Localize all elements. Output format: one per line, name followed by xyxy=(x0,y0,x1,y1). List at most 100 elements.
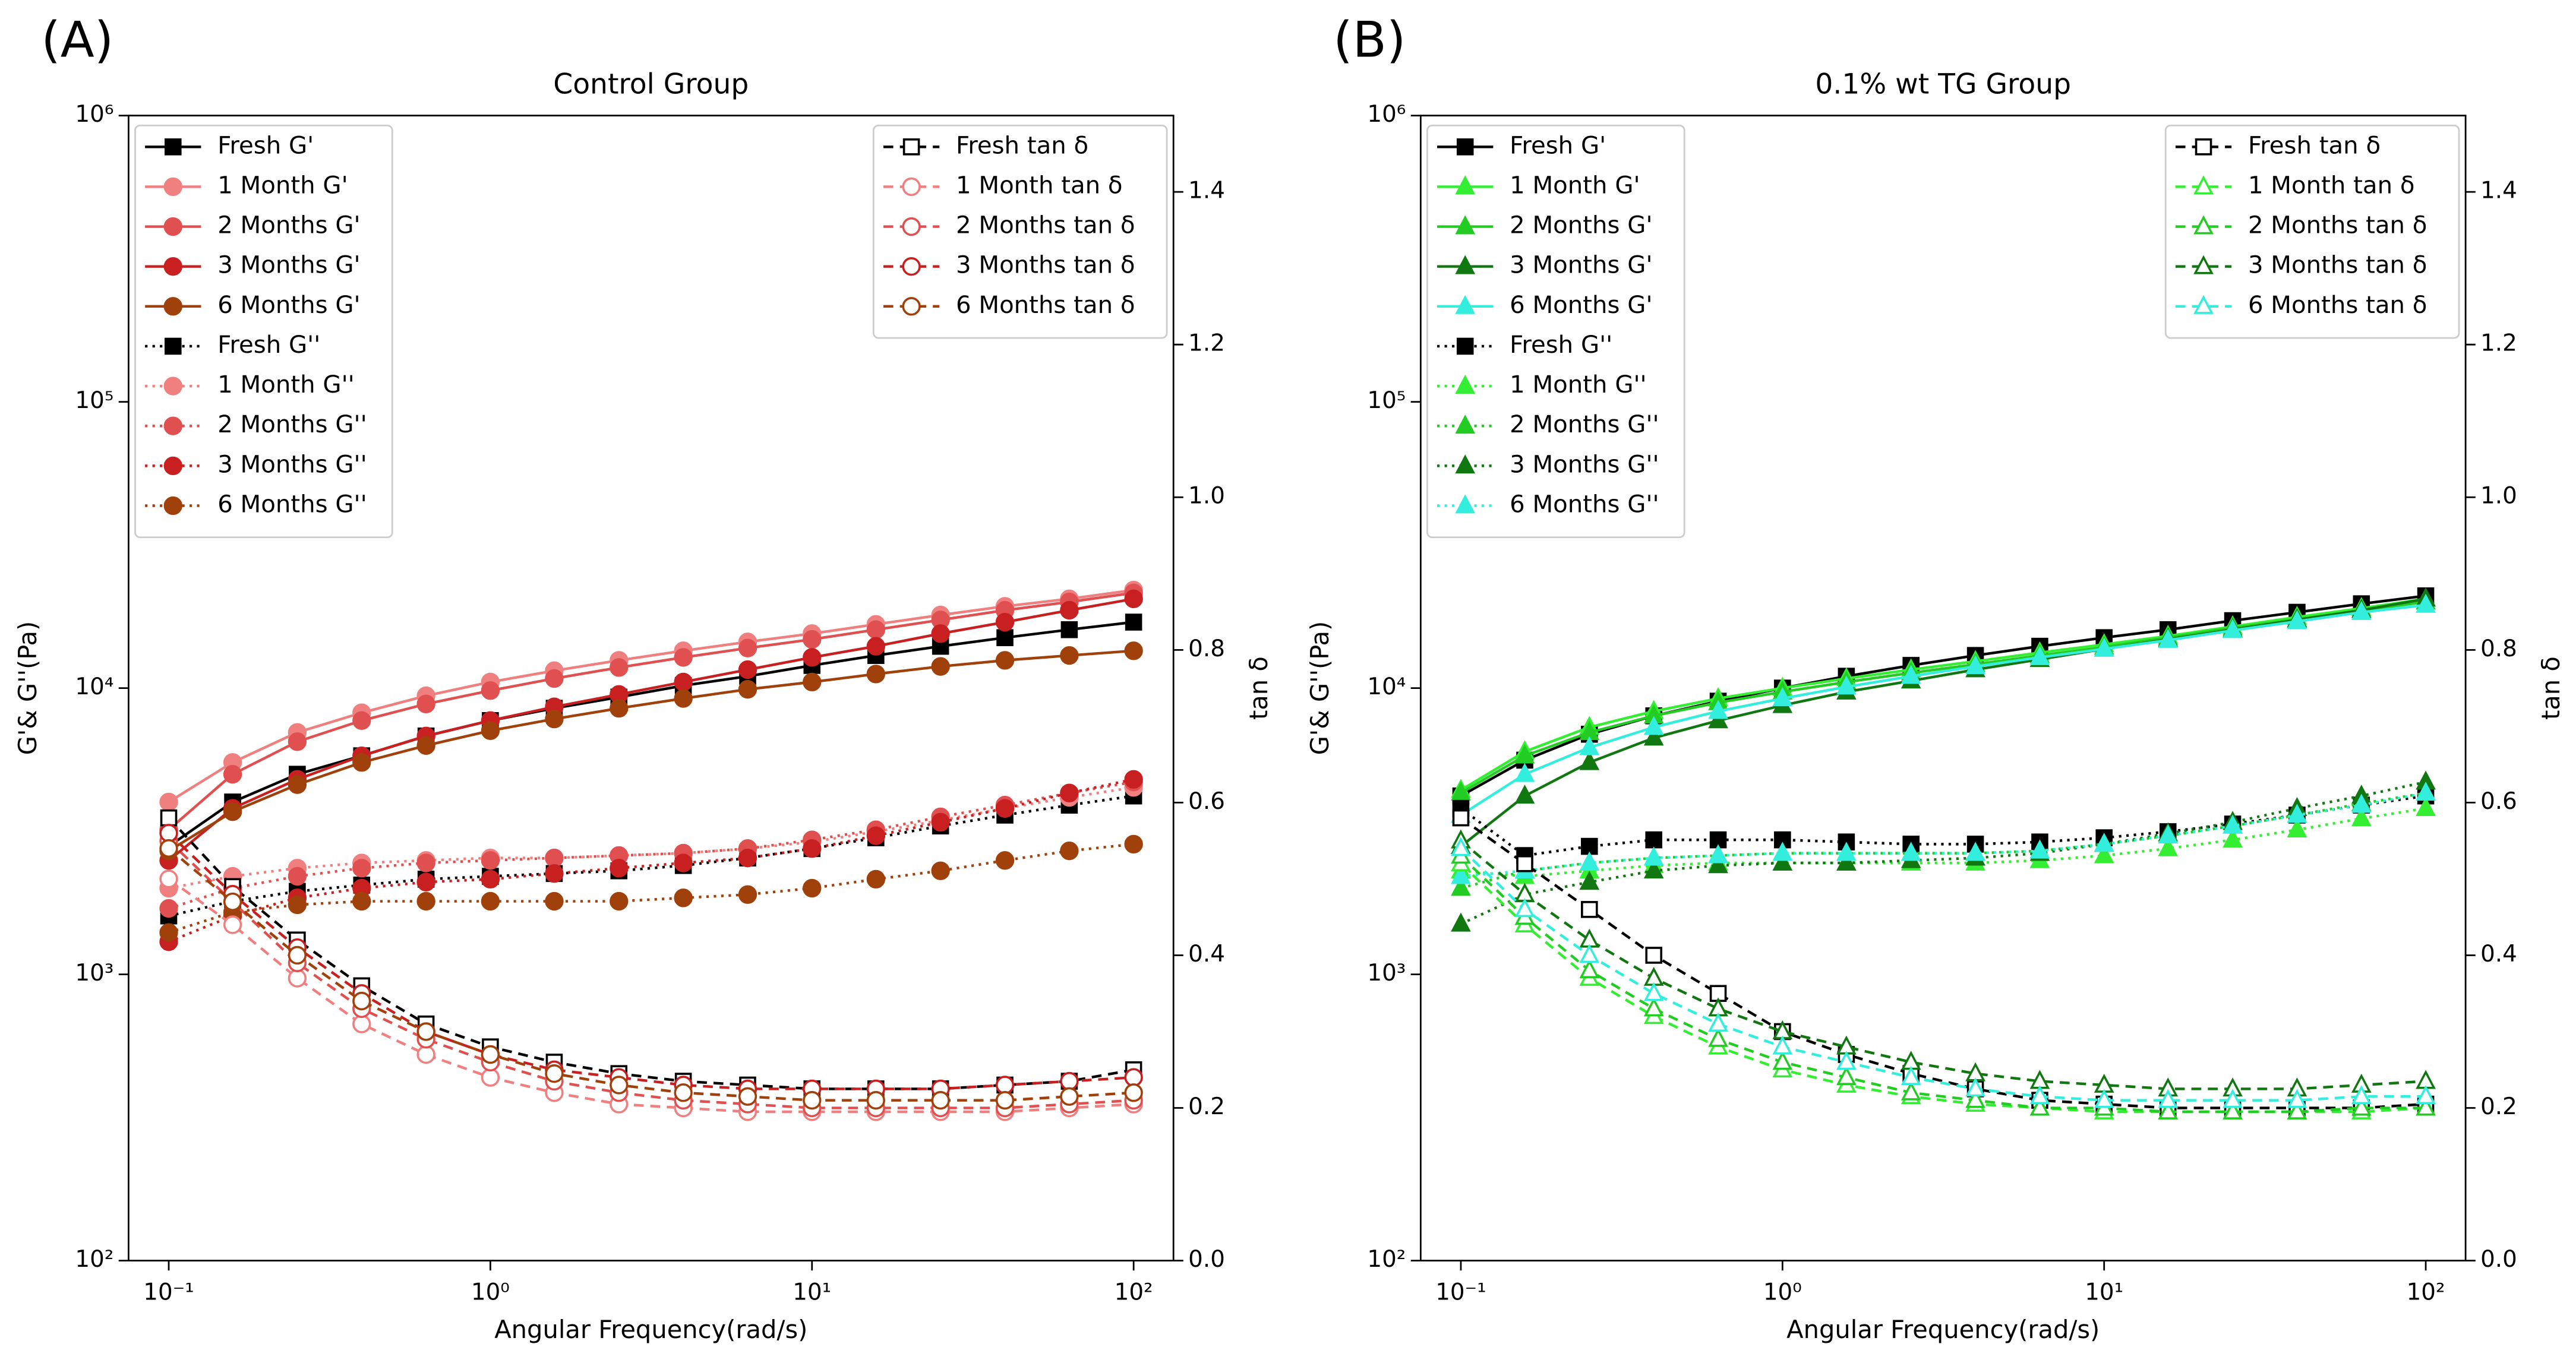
marker xyxy=(288,732,307,751)
legend-label: 2 Months G'' xyxy=(1510,411,1659,438)
marker xyxy=(1581,901,1598,918)
series-line xyxy=(1460,847,2426,1102)
y2-axis-label: tan δ xyxy=(1244,656,1273,720)
marker xyxy=(2094,833,2114,852)
legend-label: 3 Months G'' xyxy=(217,451,367,478)
series-line xyxy=(1460,594,2426,798)
y2-tick-label: 0.6 xyxy=(1188,788,1225,815)
marker xyxy=(352,991,371,1011)
marker xyxy=(1579,751,1600,770)
y-tick-label: 10⁶ xyxy=(75,101,113,128)
marker xyxy=(288,895,307,915)
marker xyxy=(610,1076,629,1095)
legend-marker xyxy=(163,416,182,435)
marker xyxy=(995,612,1015,632)
marker xyxy=(1643,982,1664,1001)
marker xyxy=(674,1083,693,1102)
marker xyxy=(416,891,435,911)
marker xyxy=(866,620,885,639)
marker xyxy=(2416,1096,2436,1116)
marker xyxy=(931,624,950,643)
marker xyxy=(1060,783,1079,802)
legend-marker xyxy=(1455,255,1476,274)
marker xyxy=(995,1076,1015,1095)
marker xyxy=(866,826,885,845)
series-line xyxy=(1460,855,2426,1114)
x-tick-label: 10² xyxy=(2407,1279,2445,1306)
legend-label: 3 Months G'' xyxy=(1510,451,1659,478)
marker xyxy=(866,869,885,889)
series-line xyxy=(1460,780,2426,925)
legend-marker xyxy=(1455,374,1476,394)
marker xyxy=(1451,865,1471,884)
y2-axis-label: tan δ xyxy=(2536,656,2565,720)
series-line xyxy=(168,778,1134,943)
marker xyxy=(1579,851,1600,871)
marker xyxy=(1643,997,1664,1017)
y-tick-label: 10⁴ xyxy=(75,673,113,700)
legend-marker xyxy=(1455,295,1476,314)
legend-marker xyxy=(902,177,921,197)
marker xyxy=(1579,944,1600,963)
marker xyxy=(674,689,693,708)
marker xyxy=(481,1068,500,1087)
series-line xyxy=(1460,839,2426,1090)
marker xyxy=(1965,842,1985,861)
marker xyxy=(2158,1100,2179,1120)
marker xyxy=(1901,842,1921,861)
marker xyxy=(2287,1100,2307,1120)
marker xyxy=(545,891,564,911)
marker xyxy=(1514,744,1535,764)
marker xyxy=(738,660,757,679)
y-tick-label: 10³ xyxy=(1367,960,1406,986)
legend-marker xyxy=(163,496,182,516)
y-axis-label: G'& G''(Pa) xyxy=(13,621,42,755)
plot-frame xyxy=(127,115,1175,1262)
y-axis-label: G'& G''(Pa) xyxy=(1305,621,1334,755)
y2-tick-label: 0.0 xyxy=(2480,1246,2517,1273)
legend-label: Fresh G' xyxy=(1510,132,1606,159)
marker xyxy=(2223,828,2243,848)
x-axis-label: Angular Frequency(rad/s) xyxy=(1786,1315,2100,1344)
marker xyxy=(1965,1077,1985,1097)
y2-tick-label: 1.2 xyxy=(1188,330,1225,357)
legend-marker xyxy=(2193,215,2214,235)
marker xyxy=(1060,1087,1079,1106)
marker xyxy=(2223,814,2243,834)
marker xyxy=(1451,782,1471,801)
marker xyxy=(1836,675,1857,695)
marker xyxy=(1708,854,1728,874)
marker xyxy=(1125,613,1142,631)
marker xyxy=(1643,859,1664,879)
marker xyxy=(738,1087,757,1106)
legend-marker xyxy=(164,138,182,156)
y-tick-label: 10² xyxy=(1367,1246,1406,1273)
x-tick-label: 10¹ xyxy=(2085,1279,2123,1306)
marker xyxy=(738,680,757,699)
marker xyxy=(1514,763,1535,782)
marker xyxy=(159,792,178,812)
legend-marker xyxy=(902,257,921,276)
marker xyxy=(2416,1085,2436,1105)
legend-marker xyxy=(1455,415,1476,434)
legend-box xyxy=(2164,124,2460,339)
series-line xyxy=(1460,794,2426,857)
legend-marker xyxy=(163,177,182,197)
legend-marker xyxy=(2193,255,2214,274)
marker xyxy=(545,709,564,729)
legend-label: 6 Months tan δ xyxy=(2248,292,2427,319)
x-tick-label: 10⁻¹ xyxy=(143,1279,194,1306)
series-line xyxy=(168,794,1134,918)
marker xyxy=(1451,877,1471,896)
marker xyxy=(2351,807,2372,827)
series-line xyxy=(1460,603,2426,817)
marker xyxy=(1516,855,1533,872)
marker xyxy=(1772,1035,1793,1055)
marker xyxy=(2351,600,2372,620)
legend-label: 2 Months G'' xyxy=(217,411,367,438)
marker xyxy=(2223,1100,2243,1120)
legend-label: Fresh tan δ xyxy=(2248,132,2381,159)
legend-marker xyxy=(163,217,182,236)
series-line xyxy=(1460,792,2426,890)
marker xyxy=(416,736,435,755)
